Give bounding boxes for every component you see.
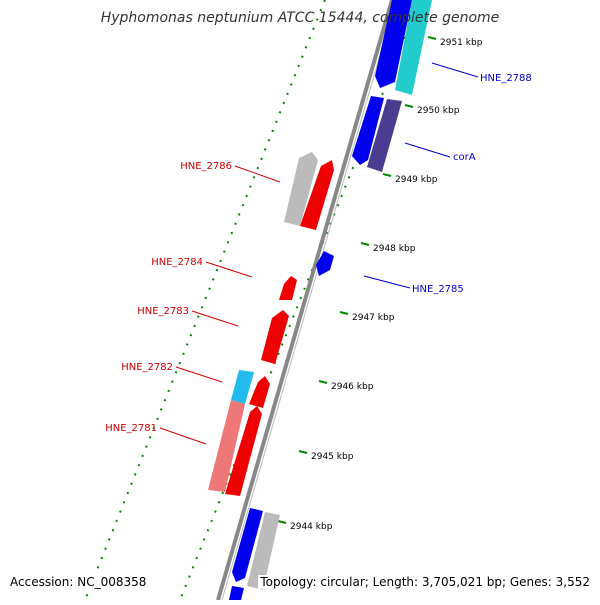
- gene-HNE_2785: [316, 251, 334, 276]
- tick-mark: [318, 380, 328, 384]
- leader-HNE_2785: [363, 275, 411, 289]
- leader-HNE_2782: [175, 366, 223, 383]
- label-HNE_2781: HNE_2781: [105, 423, 157, 434]
- tick-label: 2951 kbp: [440, 38, 483, 48]
- gene-HNE_2786-gray: [284, 152, 318, 226]
- genome-backbone-shadow: [221, 0, 397, 601]
- tick-mark: [277, 520, 287, 524]
- leader-corA: [404, 142, 451, 158]
- leader-HNE_2786: [234, 165, 281, 183]
- genome-backbone: [216, 0, 394, 601]
- label-HNE_2788: HNE_2788: [480, 73, 532, 84]
- gene-HNE_2782-blue: [231, 370, 254, 404]
- gene-forward-blue-a: [352, 96, 384, 165]
- tick-label: 2949 kbp: [395, 175, 438, 185]
- leader-HNE_2781: [159, 427, 207, 445]
- tick-mark: [427, 36, 437, 40]
- gene-HNE_2781-salmon: [208, 400, 245, 492]
- label-HNE_2782: HNE_2782: [121, 362, 173, 373]
- gene-forward-blue-footer: [229, 586, 244, 600]
- gene-forward-blue-top: [375, 0, 412, 88]
- genome-info-text: Topology: circular; Length: 3,705,021 bp…: [258, 575, 592, 589]
- label-HNE_2784: HNE_2784: [151, 257, 203, 268]
- tick-label: 2947 kbp: [352, 313, 395, 323]
- gene-forward-blue-bottom: [232, 508, 263, 582]
- gene-forward-gray-bottom: [247, 512, 280, 590]
- accession-text: Accession: NC_008358: [8, 575, 149, 589]
- tick-group: 2951 kbp 2950 kbp 2949 kbp 2948 kbp 2947 kbp…: [277, 36, 483, 532]
- leader-HNE_2783: [191, 310, 239, 327]
- tick-label: 2946 kbp: [331, 382, 374, 392]
- map-title: Hyphomonas neptunium ATCC 15444, complet…: [100, 10, 500, 26]
- tick-label: 2945 kbp: [311, 452, 354, 462]
- tick-mark: [360, 242, 370, 246]
- leader-HNE_2784: [205, 261, 253, 278]
- gene-HNE_2788: [395, 0, 432, 95]
- tick-mark: [298, 450, 308, 454]
- tick-mark: [404, 104, 414, 108]
- gene-HNE_2782: [249, 376, 270, 408]
- gene-HNE_2781: [225, 406, 262, 496]
- gene-HNE_2784: [279, 276, 297, 300]
- tick-mark: [339, 311, 349, 315]
- tick-label: 2950 kbp: [417, 106, 460, 116]
- label-HNE_2786: HNE_2786: [180, 161, 232, 172]
- outer-dotted-track: [179, 0, 421, 601]
- gene-HNE_2786: [300, 160, 334, 230]
- tick-mark: [382, 173, 392, 177]
- gene-corA: [367, 99, 402, 172]
- tick-label: 2944 kbp: [290, 522, 333, 532]
- tick-label: 2948 kbp: [373, 244, 416, 254]
- label-HNE_2783: HNE_2783: [137, 306, 189, 317]
- gene-HNE_2783: [261, 310, 289, 364]
- leader-HNE_2788: [431, 62, 479, 78]
- label-corA: corA: [453, 152, 476, 163]
- label-HNE_2785: HNE_2785: [412, 284, 464, 295]
